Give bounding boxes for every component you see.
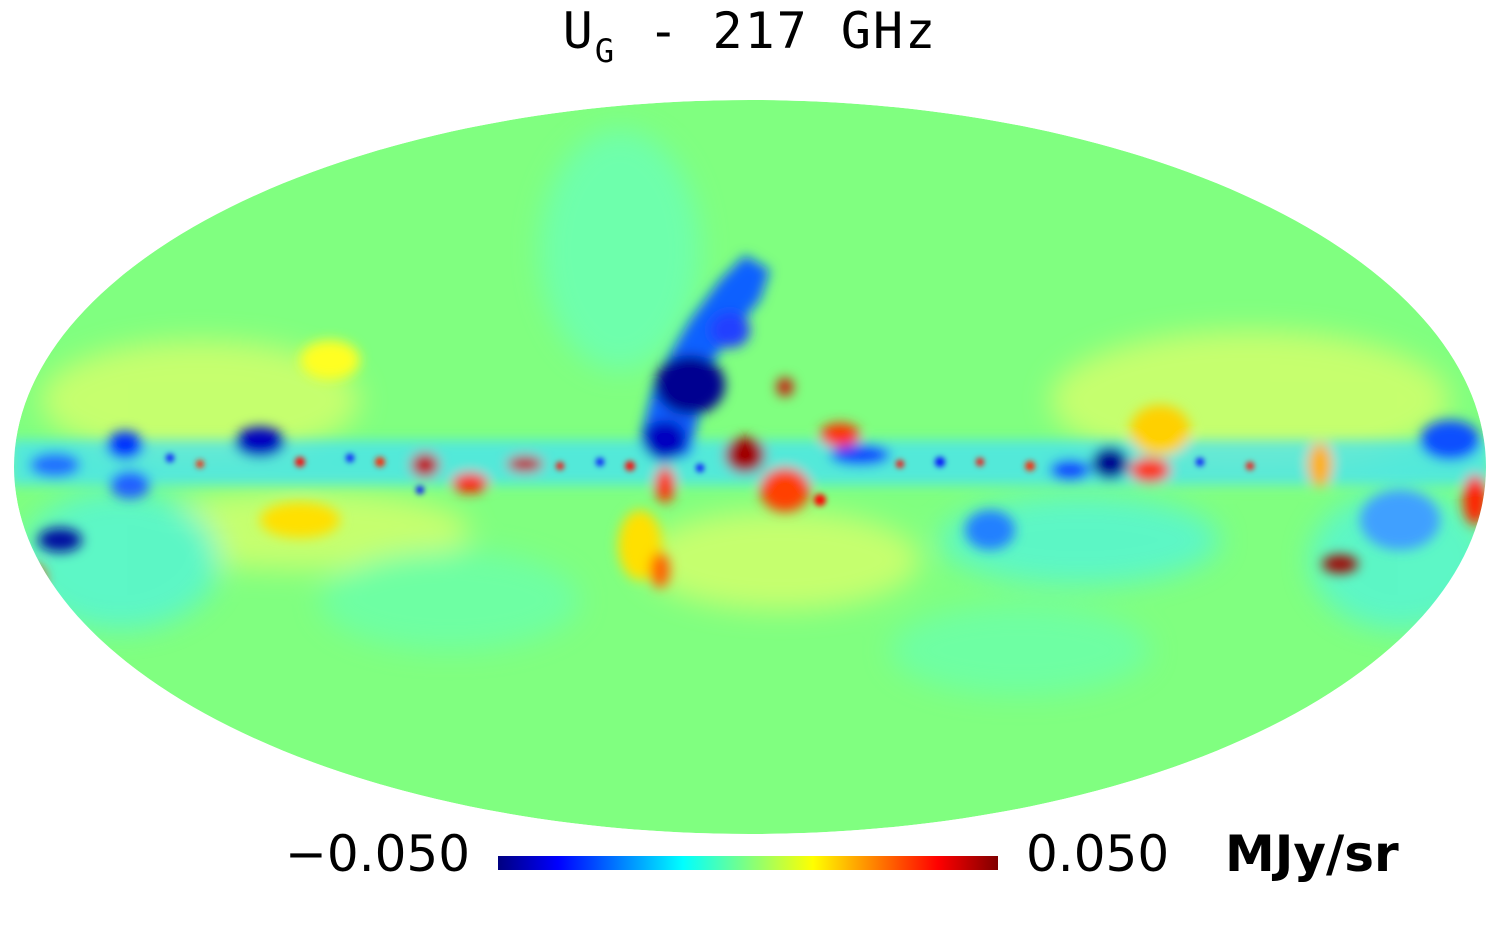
- title-main: U: [562, 2, 595, 60]
- colorbar-unit: MJy/sr: [1225, 825, 1399, 883]
- colorbar: [498, 856, 998, 870]
- title-subscript: G: [594, 32, 617, 70]
- galactic-plane: [14, 255, 1486, 595]
- plane-speckle: [166, 454, 1254, 506]
- colorbar-min-label: −0.050: [285, 825, 471, 883]
- map-title: UG - 217 GHz: [0, 2, 1500, 70]
- colorbar-max-label: 0.050: [1026, 825, 1170, 883]
- title-rest: - 217 GHz: [616, 2, 938, 60]
- diffuse-structure: [20, 130, 1486, 695]
